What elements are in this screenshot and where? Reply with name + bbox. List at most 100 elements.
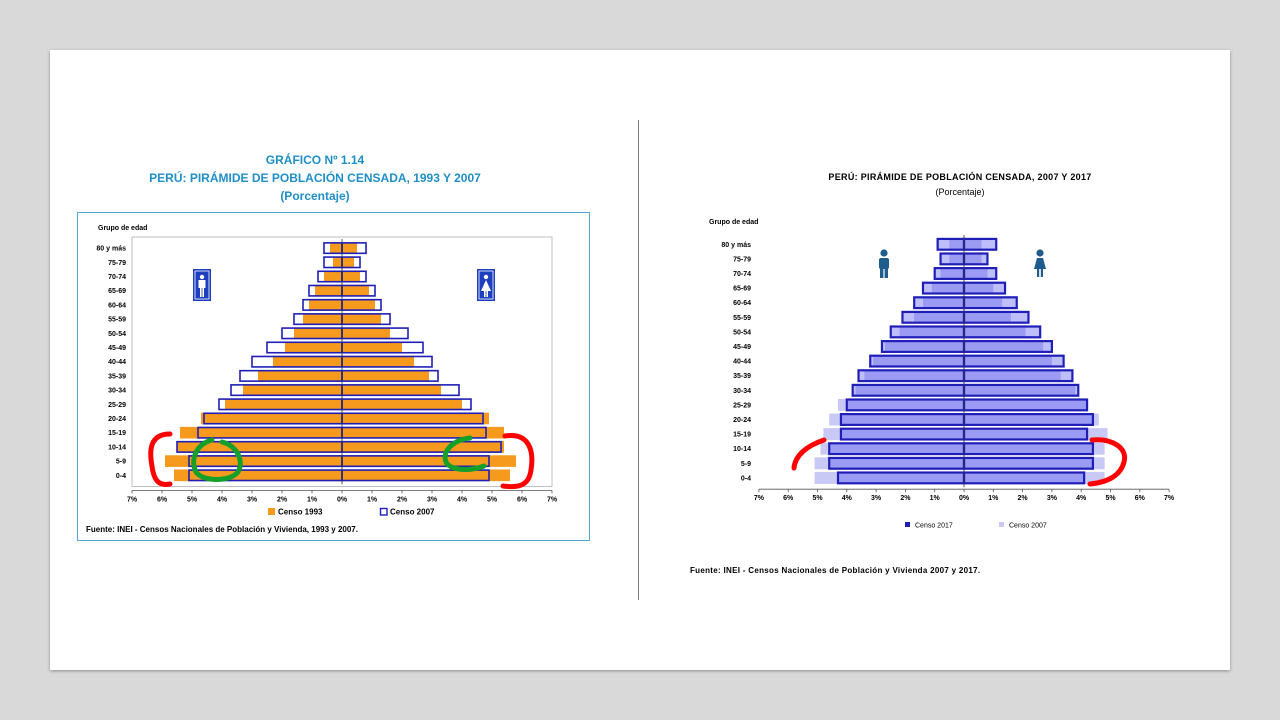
bar-censo-2007-male [914,311,964,324]
bar-censo-1993-female [342,284,369,297]
bar-censo-1993-female [342,256,354,269]
left-chart-title: GRÁFICO Nº 1.14 [265,153,365,167]
icon-head [483,274,489,280]
x-tick-label: 5% [812,495,823,502]
age-group-label: 70-74 [733,271,751,278]
icon-body [481,280,491,297]
bar-censo-1993-male [285,341,342,354]
bar-censo-1993-female [342,469,510,482]
left-chart-frame [77,212,590,541]
bar-censo-1993-female [342,355,414,368]
bar-censo-2017-male [880,340,966,353]
bar-censo-2017-male [921,281,966,295]
bar-censo-2017-male [901,310,966,324]
x-tick-label: 5% [487,496,498,503]
right-source-note: Fuente: INEI - Censos Nacionales de Pobl… [690,566,981,575]
age-group-label: 0-4 [741,475,751,482]
age-group-label: 55-59 [108,317,126,324]
bar-censo-2007-female [964,238,982,251]
x-tick-label: 6% [783,495,794,502]
bar-censo-2007-female [964,311,1011,324]
red-highlight-mark [500,433,535,490]
bar-censo-2017-male [889,325,966,339]
bar-censo-2017-male [828,442,966,456]
icon-leg [1037,269,1040,277]
x-tick-label: 1% [367,496,378,503]
bar-censo-2007-female [964,282,994,295]
icon-border [194,270,210,300]
bar-censo-1993-female [342,370,429,382]
bar-censo-2007-female [964,252,982,265]
age-group-label: 45-49 [108,345,126,352]
bar-censo-2007-female [964,340,1044,353]
x-tick-label: 7% [547,496,558,503]
bar-censo-2017-male [839,427,966,441]
bar-censo-1993-male [180,426,342,439]
x-tick-label: 3% [871,495,882,502]
bar-censo-1993-female [342,384,441,396]
bar-censo-2017-female [962,383,1080,397]
bar-censo-1993-male [294,327,342,340]
bar-censo-2007-male [820,442,964,455]
x-tick-label: 1% [307,496,318,503]
bar-censo-2007-male [838,398,964,411]
bar-censo-2007-male [814,471,964,484]
icon-body [198,280,206,297]
bar-censo-2007-male [814,457,964,470]
x-tick-label: 0% [337,496,348,503]
bar-censo-1993-female [342,441,504,453]
bar-censo-2017-female [962,252,989,266]
bar-censo-2007-male [931,282,964,295]
age-group-label: 60-64 [108,302,126,309]
bar-censo-2007-female [964,267,988,280]
x-tick-label: 6% [517,496,528,503]
bar-censo-2017-female [962,354,1065,368]
bar-censo-2017-female [962,296,1018,310]
x-tick-label: 3% [247,496,258,503]
x-tick-label: 0% [959,495,970,502]
bar-censo-2007-female [964,369,1061,382]
legend-swatch [999,522,1004,527]
bar-censo-2007-female [964,413,1099,426]
x-tick-label: 4% [457,496,468,503]
legend-label: Censo 2007 [1009,523,1047,530]
bar-censo-1993-female [342,455,516,467]
bar-censo-1993-male [177,441,342,453]
x-tick-label: 5% [187,496,198,503]
female-person-icon [1034,249,1046,277]
bar-censo-1993-female [342,412,489,425]
bar-censo-2017-male [836,471,966,485]
bar-censo-2017-female [962,237,998,251]
bar-censo-1993-female [342,242,357,254]
red-highlight-mark [1087,437,1128,487]
bar-censo-1993-female [342,299,375,311]
bar-censo-2007-male [949,238,964,251]
x-tick-label: 7% [127,496,138,503]
icon-head [880,249,888,257]
plot-area [131,236,553,487]
x-tick-label: 7% [1164,495,1175,502]
left-chart-subtitle: PERÚ: PIRÁMIDE DE POBLACIÓN CENSADA, 199… [149,171,481,185]
bar-censo-2007-female [964,355,1052,368]
age-group-label: 30-34 [108,388,126,395]
bar-censo-2007-male [922,296,964,309]
bar-censo-1993-male [174,469,342,482]
age-group-label: 25-29 [733,402,751,409]
age-group-label: 20-24 [108,416,126,423]
red-highlight-mark [791,437,827,471]
legend-label: Censo 2007 [390,508,435,517]
bar-censo-2007-male [940,267,964,280]
bar-censo-1993-male [330,242,342,254]
icon-leg [884,268,888,278]
male-person-icon [879,249,889,278]
slide-divider [638,120,639,600]
right-y-axis-label: Grupo de edad [709,219,759,226]
bar-censo-2017-female [962,340,1054,353]
right-chart-unit: (Porcentaje) [935,187,985,197]
age-group-label: 45-49 [733,344,751,351]
bar-censo-2007-male [949,252,964,265]
left-pyramid-chart: 80 y más 75-79 70-74 65-69 60-64 55-59 50-54 45… [96,236,558,517]
age-group-label: 30-34 [733,388,751,395]
bar-censo-2007-female [964,296,1003,309]
x-tick-label: 4% [217,496,228,503]
